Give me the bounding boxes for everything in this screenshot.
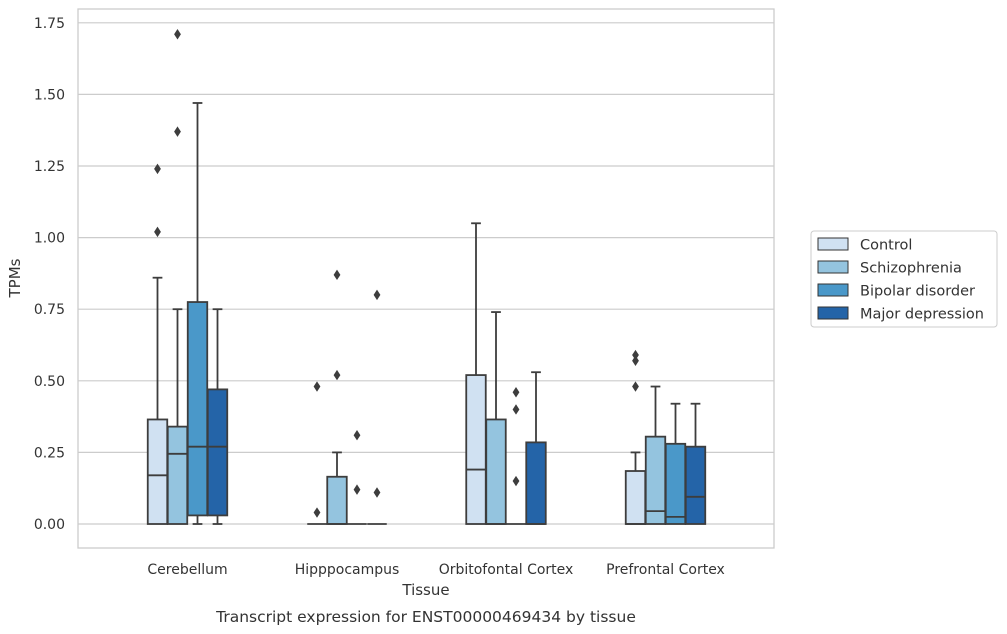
box-plot-area (146, 29, 707, 525)
outlier-point (632, 355, 639, 366)
box-control (307, 381, 327, 525)
x-tick-label: Orbitofontal Cortex (439, 562, 574, 578)
y-tick-labels: 0.00 0.25 0.50 0.75 1.00 1.25 1.50 1.75 (34, 16, 65, 533)
box-body (326, 475, 348, 525)
box-body (525, 441, 547, 525)
y-tick-label: 1.50 (34, 87, 65, 103)
box-control (624, 349, 647, 525)
box-major-depression (206, 308, 229, 525)
x-axis-title: Tissue (401, 581, 449, 599)
outlier-point (353, 484, 361, 495)
plot-frame (77, 8, 775, 549)
outlier-point (512, 387, 520, 398)
box-body (206, 388, 229, 517)
box-bipolar-disorder (506, 387, 526, 525)
x-tick-label: Hipppocampus (295, 562, 400, 578)
outlier-point (373, 487, 381, 498)
box-body (186, 301, 209, 517)
box-body (146, 418, 169, 525)
outlier-point (154, 163, 161, 175)
legend: Control Schizophrenia Bipolar disorder M… (810, 230, 998, 328)
legend-label: Major depression (860, 307, 984, 323)
box-schizophrenia (485, 311, 507, 525)
legend-swatch (817, 237, 849, 251)
y-tick-label: 1.00 (34, 231, 65, 247)
legend-label: Schizophrenia (860, 261, 962, 277)
box-bipolar-disorder (186, 102, 209, 525)
outlier-point (313, 381, 321, 392)
y-tick-label: 1.75 (34, 16, 65, 32)
y-tick-label: 0.50 (34, 374, 65, 390)
box-body (664, 442, 687, 525)
y-tick-label: 0.75 (34, 302, 65, 318)
y-tick-label: 0.25 (34, 445, 65, 461)
box-body (485, 418, 507, 525)
outlier-point (333, 269, 341, 281)
outlier-point (632, 349, 639, 361)
box-body (624, 470, 647, 525)
box-body (465, 374, 487, 525)
legend-label: Bipolar disorder (860, 284, 975, 300)
outlier-point (333, 369, 341, 381)
y-tick-label: 1.25 (34, 159, 65, 175)
legend-label: Control (860, 238, 912, 254)
box-bipolar-disorder (347, 430, 367, 525)
chart-caption: Transcript expression for ENST0000046943… (215, 608, 636, 626)
outlier-point (512, 475, 520, 487)
y-axis-title: TPMs (6, 258, 24, 298)
box-body (684, 445, 707, 525)
box-bipolar-disorder (664, 402, 687, 525)
y-tick-label: 0.00 (34, 517, 65, 533)
box-major-depression (684, 402, 707, 525)
box-control (146, 163, 169, 525)
outlier-point (313, 507, 321, 518)
box-body (166, 425, 189, 525)
legend-swatch (817, 283, 849, 297)
box-schizophrenia (326, 269, 348, 525)
legend-frame (810, 230, 998, 328)
x-tick-label: Cerebellum (147, 562, 227, 578)
outlier-point (512, 404, 520, 415)
outlier-point (373, 289, 381, 301)
box-schizophrenia (166, 29, 189, 525)
outlier-point (632, 381, 639, 392)
outlier-point (154, 226, 161, 238)
outlier-point (174, 29, 181, 40)
box-major-depression (525, 371, 547, 525)
legend-swatch (817, 306, 849, 320)
x-tick-labels: Cerebellum Hipppocampus Orbitofontal Corte… (147, 562, 724, 578)
legend-swatch (817, 260, 849, 274)
box-major-depression (367, 289, 387, 525)
outlier-point (353, 430, 361, 441)
x-tick-label: Prefrontal Cortex (606, 562, 725, 578)
outlier-point (174, 126, 181, 137)
